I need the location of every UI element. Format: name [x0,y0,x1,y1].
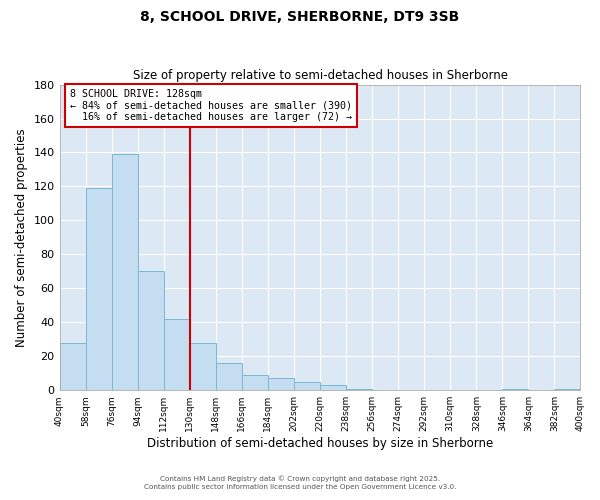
Bar [137,272,164,390]
Bar [268,378,294,390]
Bar [59,342,86,390]
Y-axis label: Number of semi-detached properties: Number of semi-detached properties [15,128,28,346]
X-axis label: Distribution of semi-detached houses by size in Sherborne: Distribution of semi-detached houses by … [147,437,493,450]
Bar [190,342,216,390]
Bar [112,154,137,390]
Text: 8 SCHOOL DRIVE: 128sqm
← 84% of semi-detached houses are smaller (390)
  16% of : 8 SCHOOL DRIVE: 128sqm ← 84% of semi-det… [70,89,352,122]
Bar [164,319,190,390]
Bar [242,375,268,390]
Bar [216,363,242,390]
Bar [502,388,529,390]
Text: Contains HM Land Registry data © Crown copyright and database right 2025.
Contai: Contains HM Land Registry data © Crown c… [144,475,456,490]
Bar [320,385,346,390]
Bar [294,382,320,390]
Bar [554,388,580,390]
Bar [86,188,112,390]
Title: Size of property relative to semi-detached houses in Sherborne: Size of property relative to semi-detach… [133,69,508,82]
Text: 8, SCHOOL DRIVE, SHERBORNE, DT9 3SB: 8, SCHOOL DRIVE, SHERBORNE, DT9 3SB [140,10,460,24]
Bar [346,388,372,390]
